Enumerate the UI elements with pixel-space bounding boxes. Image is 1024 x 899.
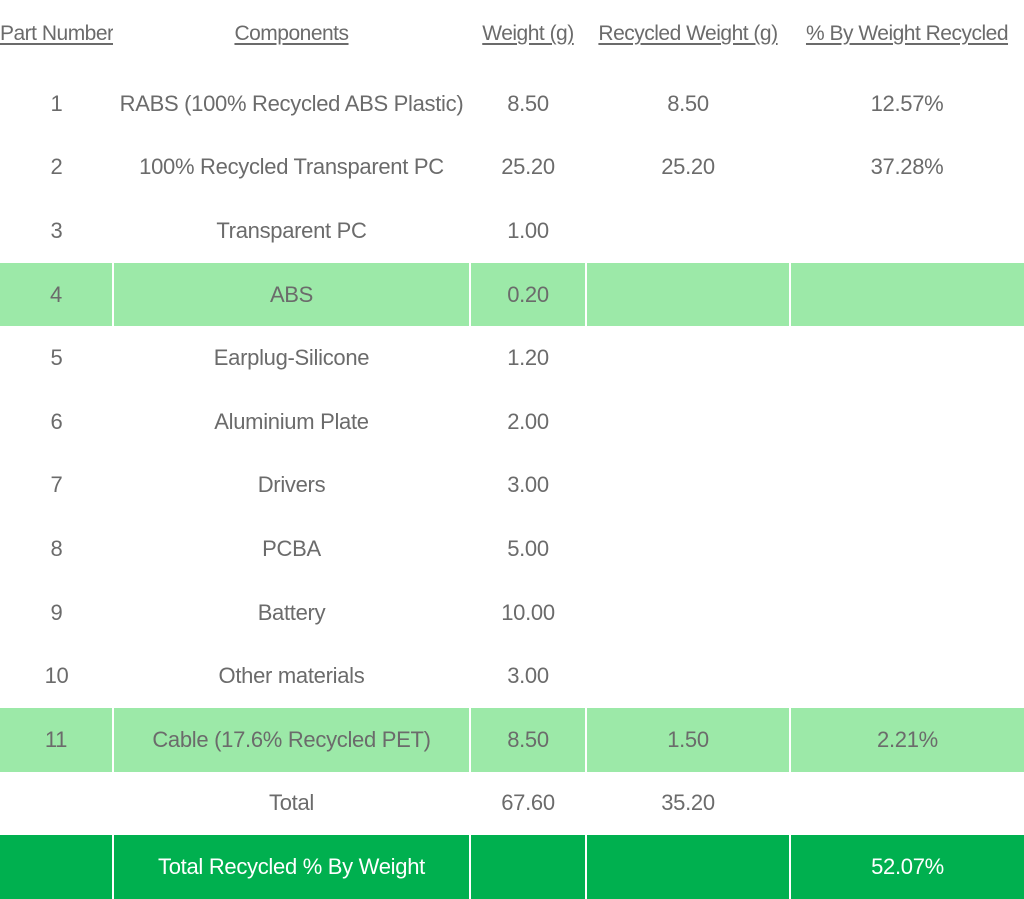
part-number-cell: 3 — [50, 217, 63, 243]
pct-recycled-cell: 37.28% — [870, 154, 944, 180]
table-row: 8 PCBA 5.00 — [0, 517, 1024, 581]
table-row: 9 Battery 10.00 — [0, 581, 1024, 645]
part-number-cell: 1 — [50, 90, 63, 116]
header-row: Part Number Components Weight (g) Recycl… — [0, 0, 1024, 72]
component-cell: Drivers — [257, 472, 326, 498]
component-cell: Cable (17.6% Recycled PET) — [112, 707, 470, 772]
weight-cell: 8.50 — [469, 707, 586, 772]
header-part-number: Part Number — [0, 22, 113, 45]
part-number-cell: 6 — [50, 408, 63, 434]
table-row-highlighted: 4 ABS 0.20 — [0, 262, 1024, 327]
table-row: 7 Drivers 3.00 — [0, 454, 1024, 518]
total-weight: 67.60 — [501, 790, 555, 816]
weight-cell: 3.00 — [507, 663, 549, 689]
header-weight: Weight (g) — [482, 22, 574, 45]
part-number-cell: 9 — [50, 599, 63, 625]
pct-recycled-cell: 2.21% — [789, 707, 1024, 772]
part-number-cell: 7 — [50, 472, 63, 498]
weight-cell: 3.00 — [507, 472, 549, 498]
grand-total-empty-cell — [585, 835, 790, 899]
header-pct-recycled: % By Weight Recycled — [805, 22, 1009, 45]
weight-cell: 10.00 — [501, 599, 555, 625]
weight-cell: 25.20 — [501, 154, 555, 180]
total-pct-empty-cell — [790, 772, 1024, 836]
pct-recycled-cell — [790, 517, 1024, 581]
recycled-weight-cell — [586, 390, 790, 454]
recycled-weight-cell — [586, 326, 790, 390]
total-recycled-weight: 35.20 — [661, 790, 715, 816]
recycled-weight-cell — [586, 517, 790, 581]
grand-total-empty-cell — [469, 835, 586, 899]
pct-recycled-cell — [790, 326, 1024, 390]
part-number-cell: 4 — [0, 262, 113, 327]
pct-recycled-cell — [790, 454, 1024, 518]
weight-cell: 1.20 — [507, 345, 549, 371]
component-cell: Transparent PC — [216, 217, 367, 243]
part-number-cell: 8 — [50, 535, 63, 561]
component-cell: Battery — [257, 599, 326, 625]
recycled-weight-cell — [586, 199, 790, 263]
part-number-cell: 5 — [50, 345, 63, 371]
weight-cell: 8.50 — [507, 90, 549, 116]
table-row: 3 Transparent PC 1.00 — [0, 199, 1024, 263]
recycled-weight-cell: 25.20 — [661, 154, 715, 180]
grand-total-pct: 52.07% — [789, 835, 1024, 899]
table-row: 1 RABS (100% Recycled ABS Plastic) 8.50 … — [0, 72, 1024, 136]
component-cell: ABS — [112, 262, 470, 327]
pct-recycled-cell — [790, 390, 1024, 454]
table-row-highlighted: 11 Cable (17.6% Recycled PET) 8.50 1.50 … — [0, 707, 1024, 772]
component-cell: Other materials — [218, 663, 365, 689]
header-recycled-weight: Recycled Weight (g) — [598, 22, 778, 45]
pct-recycled-cell — [789, 262, 1024, 327]
recycled-weight-cell — [586, 581, 790, 645]
part-number-cell: 10 — [44, 663, 69, 689]
recycled-weight-cell: 1.50 — [585, 707, 790, 772]
recycled-weight-cell: 8.50 — [667, 90, 709, 116]
pct-recycled-cell — [790, 644, 1024, 708]
recycled-weight-cell — [586, 454, 790, 518]
part-number-cell: 11 — [0, 707, 113, 772]
pct-recycled-cell — [790, 199, 1024, 263]
component-cell: 100% Recycled Transparent PC — [139, 154, 444, 180]
recycled-weight-cell — [585, 262, 790, 327]
grand-total-label: Total Recycled % By Weight — [112, 835, 470, 899]
component-cell: PCBA — [262, 535, 321, 561]
total-row: Total 67.60 35.20 — [0, 772, 1024, 836]
grand-total-row: Total Recycled % By Weight 52.07% — [0, 835, 1024, 899]
weight-cell: 1.00 — [507, 217, 549, 243]
table-row: 2 100% Recycled Transparent PC 25.20 25.… — [0, 136, 1024, 200]
weight-cell: 5.00 — [507, 535, 549, 561]
total-empty-cell — [0, 772, 113, 836]
weight-cell: 2.00 — [507, 408, 549, 434]
header-components: Components — [234, 22, 349, 45]
pct-recycled-cell — [790, 581, 1024, 645]
component-cell: Earplug-Silicone — [213, 345, 370, 371]
table-row: 10 Other materials 3.00 — [0, 644, 1024, 708]
total-label: Total — [269, 790, 314, 816]
table-row: 6 Aluminium Plate 2.00 — [0, 390, 1024, 454]
weight-cell: 0.20 — [469, 262, 586, 327]
grand-total-empty-cell — [0, 835, 113, 899]
pct-recycled-cell: 12.57% — [870, 90, 944, 116]
part-number-cell: 2 — [50, 154, 63, 180]
component-cell: Aluminium Plate — [214, 408, 369, 434]
recycled-weight-cell — [586, 644, 790, 708]
component-cell: RABS (100% Recycled ABS Plastic) — [119, 90, 464, 116]
table-row: 5 Earplug-Silicone 1.20 — [0, 326, 1024, 390]
